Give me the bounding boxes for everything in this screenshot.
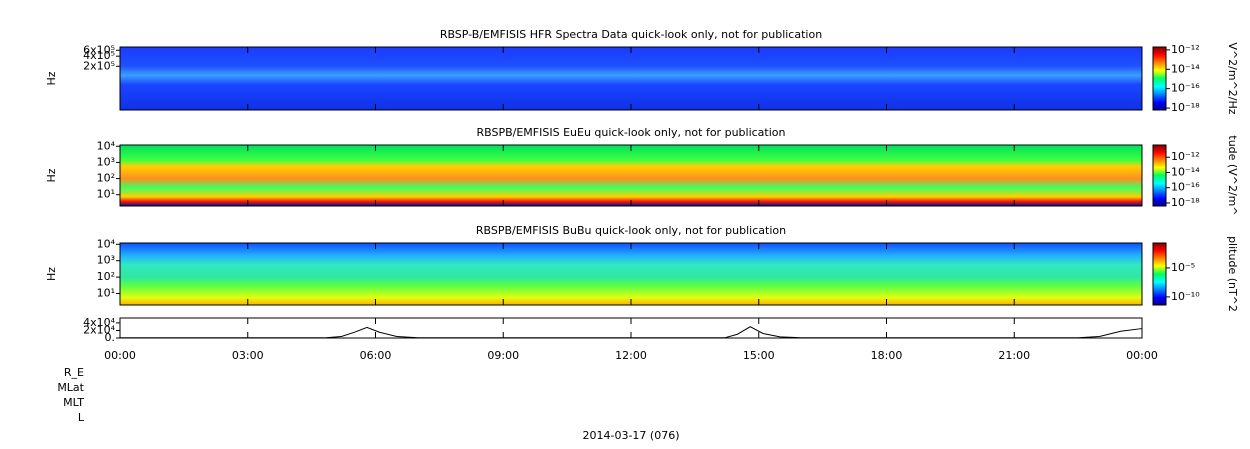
colorbar-tick-label: 10⁻¹² (1171, 150, 1200, 163)
x-tick-label: 00:00 (1126, 349, 1158, 362)
colorbar (1152, 242, 1167, 306)
x-tick-label: 06:00 (360, 349, 392, 362)
y-tick-label: 4x10⁵ (83, 49, 115, 62)
x-tick-label: 09:00 (487, 349, 519, 362)
colorbar-label: tude (V^2/m^ (1226, 135, 1239, 215)
y-tick-label: 2x10⁴ (83, 323, 116, 336)
y-tick-label: 4x10⁴ (83, 316, 116, 329)
colorbar-tick-label: 10⁻¹⁴ (1171, 165, 1200, 178)
x-tick-label: 21:00 (998, 349, 1030, 362)
y-tick-label: 10² (97, 172, 115, 185)
y-axis-label: Hz (45, 71, 58, 85)
colorbar-tick-label: 10⁻¹⁰ (1171, 290, 1200, 303)
colorbar (1152, 144, 1167, 207)
y-tick-label: 6x10⁵ (83, 43, 115, 56)
x-tick-label: 15:00 (743, 349, 775, 362)
row-label: R_E (64, 366, 84, 379)
x-tick-label: 12:00 (615, 349, 647, 362)
colorbar-label: plitude (nT^2 (1226, 236, 1239, 312)
colorbar-tick-label: 10⁻⁵ (1171, 261, 1195, 274)
row-label: L (78, 411, 85, 424)
colorbar-tick-label: 10⁻¹⁶ (1171, 181, 1200, 194)
date-label: 2014-03-17 (076) (582, 429, 679, 442)
y-tick-label: 10¹ (97, 188, 115, 201)
spectrogram-image (120, 145, 1142, 206)
x-tick-label: 00:00 (104, 349, 136, 362)
spectrogram-image (120, 47, 1142, 110)
colorbar-tick-label: 10⁻¹⁶ (1171, 82, 1200, 95)
y-tick-label: 10¹ (97, 287, 115, 300)
y-axis-label: Hz (45, 267, 58, 281)
colorbar-label: V^2/m^2/Hz (1226, 42, 1239, 114)
panel-title: RBSP-B/EMFISIS HFR Spectra Data quick-lo… (440, 28, 822, 41)
colorbar-tick-label: 10⁻¹² (1171, 43, 1200, 56)
spectrogram-image (120, 243, 1142, 305)
y-tick-label: 10² (97, 270, 115, 283)
panel-title: RBSPB/EMFISIS EuEu quick-look only, not … (476, 126, 785, 139)
colorbar-tick-label: 10⁻¹⁴ (1171, 62, 1200, 75)
y-axis-label: Hz (45, 168, 58, 182)
y-tick-label: 10⁴ (97, 139, 116, 152)
row-label: MLT (63, 396, 84, 409)
colorbar (1152, 46, 1167, 111)
panel-title: RBSPB/EMFISIS BuBu quick-look only, not … (476, 224, 786, 237)
y-tick-label: 2x10⁵ (83, 59, 115, 72)
colorbar-tick-label: 10⁻¹⁸ (1171, 196, 1200, 209)
colorbar-tick-label: 10⁻¹⁸ (1171, 101, 1200, 114)
y-tick-label: 0. (105, 331, 116, 344)
x-tick-label: 03:00 (232, 349, 264, 362)
y-tick-label: 10³ (97, 254, 115, 267)
y-tick-label: 10³ (97, 155, 115, 168)
x-tick-label: 18:00 (871, 349, 903, 362)
row-label: MLat (57, 381, 84, 394)
y-tick-label: 10⁴ (97, 237, 116, 250)
